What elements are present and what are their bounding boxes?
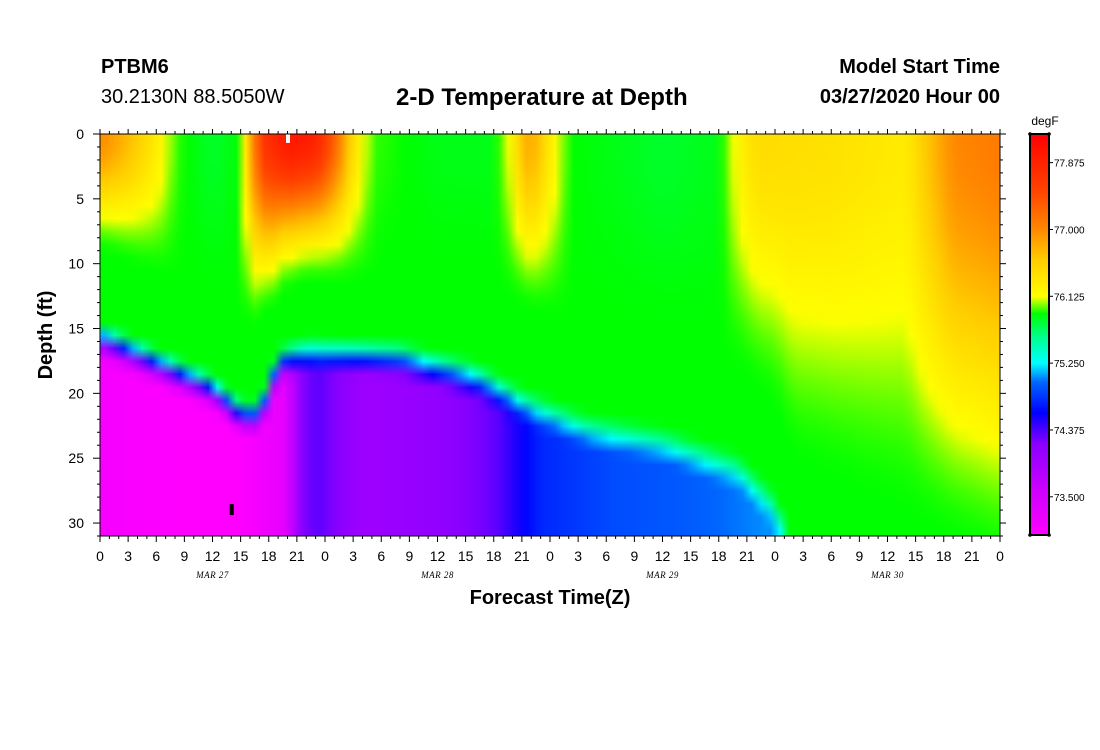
heatmap [100,134,1000,536]
x-tick-label: 18 [711,548,727,564]
x-tick-label: 0 [996,548,1004,564]
colorbar-corner-dot [1028,533,1032,537]
x-tick-label: 3 [349,548,357,564]
x-date-label: MAR 29 [645,570,679,580]
x-tick-label: 3 [799,548,807,564]
x-tick-label: 15 [908,548,924,564]
x-axis-title: Forecast Time(Z) [470,587,631,609]
y-axis: 0 5 10 15 20 25 30 [68,126,1006,537]
x-tick-label: 21 [514,548,530,564]
colorbar-corner-dot [1047,533,1051,537]
heatmap-image [100,134,1000,536]
x-date-label: MAR 30 [870,570,904,580]
y-tick-label: 5 [76,191,84,207]
model-start-label: Model Start Time [839,56,1000,78]
colorbar-label: 75.250 [1054,359,1085,370]
colorbar-label: 74.375 [1054,426,1085,437]
x-tick-label: 21 [964,548,980,564]
chart-title: 2-D Temperature at Depth [396,84,688,111]
x-tick-label: 9 [180,548,188,564]
x-tick-label: 6 [827,548,835,564]
x-tick-label: 9 [855,548,863,564]
x-tick-label: 0 [771,548,779,564]
y-tick-label: 20 [68,385,84,401]
colorbar-label: 73.500 [1054,493,1085,504]
colorbar-label: 76.125 [1054,292,1085,303]
y-tick-label: 15 [68,321,84,337]
colorbar-label: 77.875 [1054,159,1085,170]
colorbar-gradient [1029,133,1050,536]
x-tick-label: 9 [630,548,638,564]
x-tick-label: 9 [405,548,413,564]
x-tick-label: 18 [486,548,502,564]
y-tick-label: 30 [68,515,84,531]
colorbar: degF 77.875 77.000 76.125 75.250 74.375 73.50… [1028,114,1085,537]
x-tick-label: 12 [430,548,446,564]
x-date-label: MAR 27 [195,570,229,580]
x-tick-label: 15 [233,548,249,564]
x-date-label: MAR 28 [420,570,454,580]
x-tick-label: 12 [655,548,671,564]
x-tick-label: 6 [377,548,385,564]
y-tick-label: 25 [68,450,84,466]
x-tick-label: 0 [546,548,554,564]
colorbar-labels: 77.875 77.000 76.125 75.250 74.375 73.500 [1028,132,1085,537]
model-start-value: 03/27/2020 Hour 00 [819,86,1000,108]
x-tick-label: 18 [936,548,952,564]
x-tick-label: 0 [321,548,329,564]
x-tick-label: 12 [880,548,896,564]
x-tick-label: 6 [152,548,160,564]
station-coordinates: 30.2130N 88.5050W [101,86,285,108]
y-axis-title: Depth (ft) [35,291,57,380]
heatmap-marker-1 [229,504,234,516]
heatmap-markers [229,131,290,516]
x-tick-label: 15 [683,548,699,564]
x-tick-label: 3 [124,548,132,564]
colorbar-unit: degF [1031,114,1058,128]
x-tick-label: 6 [602,548,610,564]
x-tick-label: 21 [289,548,305,564]
x-tick-label: 0 [96,548,104,564]
x-axis: 0 3 6 9 12 15 18 21 0 3 6 9 12 15 18 21 0 3 6 9 12 15 18 21 0 3 6 9… [96,129,1004,580]
x-tick-label: 21 [739,548,755,564]
colorbar-corner-dot [1028,132,1032,136]
x-tick-label: 3 [574,548,582,564]
x-tick-label: 18 [261,548,277,564]
heatmap-marker-0 [286,131,290,143]
y-tick-label: 0 [76,126,84,142]
x-tick-label: 12 [205,548,221,564]
y-tick-label: 10 [68,256,84,272]
colorbar-label: 77.000 [1054,225,1085,236]
x-tick-label: 15 [458,548,474,564]
colorbar-corner-dot [1047,132,1051,136]
station-id: PTBM6 [101,56,169,78]
